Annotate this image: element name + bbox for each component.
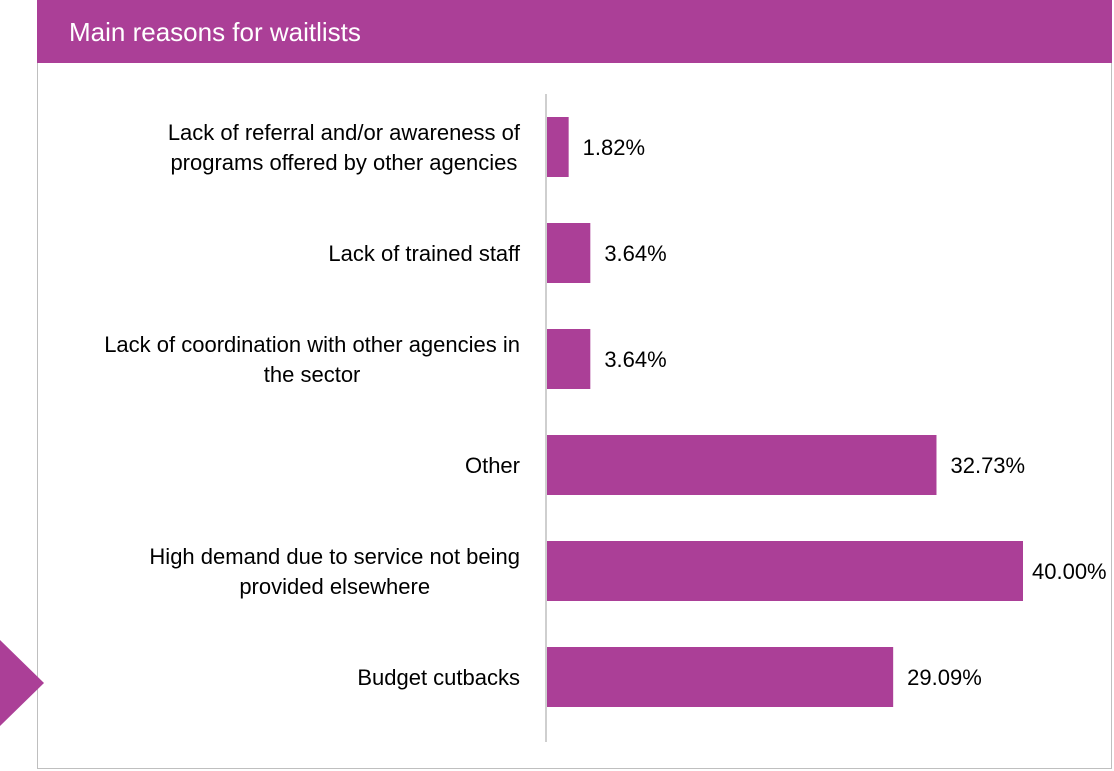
data-label: 3.64% <box>604 241 666 266</box>
bar <box>547 541 1023 601</box>
bar <box>547 647 894 707</box>
bar <box>547 117 569 177</box>
data-label: 3.64% <box>604 347 666 372</box>
category-label: Other <box>465 453 520 478</box>
arrow-tab-shape <box>0 640 44 726</box>
bar <box>547 223 591 283</box>
chart-title: Main reasons for waitlists <box>69 17 361 47</box>
category-label: Lack of trained staff <box>328 241 520 266</box>
bar <box>547 435 937 495</box>
data-label: 1.82% <box>583 135 645 160</box>
data-label: 32.73% <box>950 453 1025 478</box>
category-label: High demand due to service not being prov… <box>149 544 520 599</box>
category-label: Lack of coordination with other agencies… <box>104 332 520 387</box>
category-label: Budget cutbacks <box>357 665 520 690</box>
data-label: 40.00% <box>1032 559 1107 584</box>
category-label: Lack of referral and/or awareness of prog… <box>168 120 521 175</box>
bar <box>547 329 591 389</box>
data-label: 29.09% <box>907 665 982 690</box>
chart-header: Main reasons for waitlists <box>37 0 1112 63</box>
